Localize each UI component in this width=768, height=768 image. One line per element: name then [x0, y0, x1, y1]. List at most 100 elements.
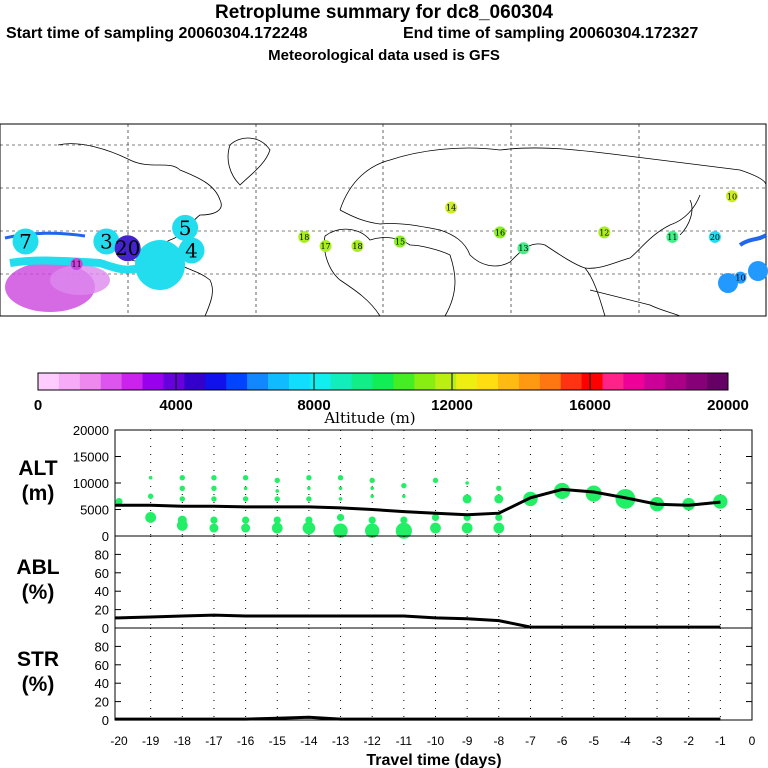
x-tick-label: -17 [205, 734, 223, 748]
colorbar-segment [435, 373, 457, 390]
day-marker-dot [298, 230, 311, 243]
plume-altitude-point [368, 516, 376, 524]
x-tick-label: -6 [557, 734, 568, 748]
day-marker-dot [12, 228, 39, 255]
x-tick-label: -8 [493, 734, 504, 748]
y-tick-label: 0 [102, 621, 109, 636]
day-marker-dot [494, 226, 507, 239]
colorbar-segment [707, 373, 729, 390]
x-tick-label: -20 [110, 734, 128, 748]
day-marker-label: 15 [395, 237, 405, 246]
colorbar-segment [518, 373, 541, 390]
day-marker-label: 20 [115, 236, 140, 260]
y-tick-label: 40 [95, 676, 109, 691]
colorbar-tick-label: 8000 [297, 397, 330, 414]
y-tick-label: 20 [95, 695, 109, 710]
colorbar-segment [163, 373, 185, 390]
plume-altitude-point [273, 516, 281, 524]
colorbar-segment [288, 373, 311, 390]
plume-source-circle [135, 240, 185, 290]
y-tick-label: 60 [95, 566, 109, 581]
day-marker-label: 7 [19, 229, 32, 253]
plume-altitude-point [115, 497, 123, 506]
plume-altitude-point [179, 496, 185, 502]
colorbar-segment [247, 373, 269, 390]
x-tick-label: -13 [332, 734, 350, 748]
y-tick-label: 80 [95, 547, 109, 562]
x-tick-label: -16 [237, 734, 255, 748]
colorbar-segment [665, 373, 687, 390]
plume-altitude-point [370, 494, 375, 499]
panel-ylabel-unit: (%) [22, 673, 55, 696]
day-marker-dot [666, 230, 679, 243]
trajectory-paths [4, 231, 768, 312]
x-tick-label: -1 [715, 734, 726, 748]
day-marker-label: 11 [667, 233, 677, 242]
eurasia-north-outline [339, 147, 767, 211]
day-marker-label: 11 [72, 260, 82, 269]
x-tick-label: 0 [749, 734, 756, 748]
y-tick-label: 0 [102, 529, 109, 544]
colorbar-segment [309, 373, 332, 390]
day-marker-label: 18 [352, 242, 362, 251]
day-marker-dot [725, 190, 738, 203]
colorbar-label: Altitude (m) [323, 409, 415, 427]
colorbar-segment [268, 373, 290, 390]
colorbar-segment [100, 373, 123, 390]
plume-altitude-point [461, 522, 473, 534]
colorbar-tick-label: 0 [34, 397, 42, 414]
plume-altitude-point [496, 485, 502, 491]
day-marker-dot [445, 201, 458, 214]
plume-altitude-point [243, 486, 248, 491]
plume-altitude-point [493, 522, 505, 534]
plume-altitude-point [275, 489, 280, 493]
colorbar-segment [581, 373, 604, 390]
plume-altitude-point [462, 494, 472, 504]
plume-altitude-point [271, 522, 283, 534]
plume-altitude-point [336, 513, 345, 522]
plume-altitude-point [713, 494, 728, 509]
y-tick-label: 0 [102, 713, 109, 728]
x-tick-label: -19 [142, 734, 160, 748]
plume-altitude-point [307, 486, 311, 491]
panel-alt: 0 5000 10000 15000 20000 ALT(m) [18, 423, 753, 544]
greenland-outline [227, 137, 271, 186]
plume-altitude-point [179, 475, 185, 481]
day-marker-dot [517, 242, 530, 255]
panel-ylabel: ALT [18, 457, 57, 480]
colorbar-segment [372, 373, 394, 390]
day-marker-label: 20 [710, 233, 720, 242]
plume-altitude-point [369, 477, 375, 484]
day-marker-dot [319, 239, 332, 252]
day-marker-dot [598, 226, 611, 239]
y-tick-label: 60 [95, 658, 109, 673]
x-tick-label: -9 [462, 734, 473, 748]
x-axis-label: Travel time (days) [366, 752, 501, 768]
y-tick-label: 20000 [73, 423, 109, 438]
day-marker-label: 4 [185, 238, 198, 262]
plume-altitude-point [211, 485, 217, 491]
plume-altitude-point [148, 475, 153, 480]
day-marker-dot [114, 235, 141, 262]
colorbar-tick-label: 20000 [707, 397, 749, 414]
series-line-abl [115, 613, 721, 629]
east-plume-circle-2 [748, 261, 768, 281]
plume-altitude-point [306, 475, 312, 481]
day-marker-label: 10 [735, 274, 745, 283]
day-marker-label: 5 [179, 216, 192, 240]
day-marker-label: 16 [495, 228, 505, 237]
plume-altitude-point [333, 523, 348, 538]
day-marker-label: 14 [446, 204, 456, 213]
day-marker-dot [70, 258, 83, 271]
colorbar-segment [644, 373, 666, 390]
plume-altitude-point [432, 477, 439, 484]
plume-altitude-point [145, 512, 157, 523]
plume-altitude-point [430, 522, 441, 534]
day-marker-label: 10 [727, 192, 737, 201]
x-tick-label: -4 [620, 734, 631, 748]
day-marker-dot [734, 271, 747, 284]
plume-altitude-point [179, 485, 185, 491]
panel-ylabel-unit: (%) [22, 581, 55, 604]
